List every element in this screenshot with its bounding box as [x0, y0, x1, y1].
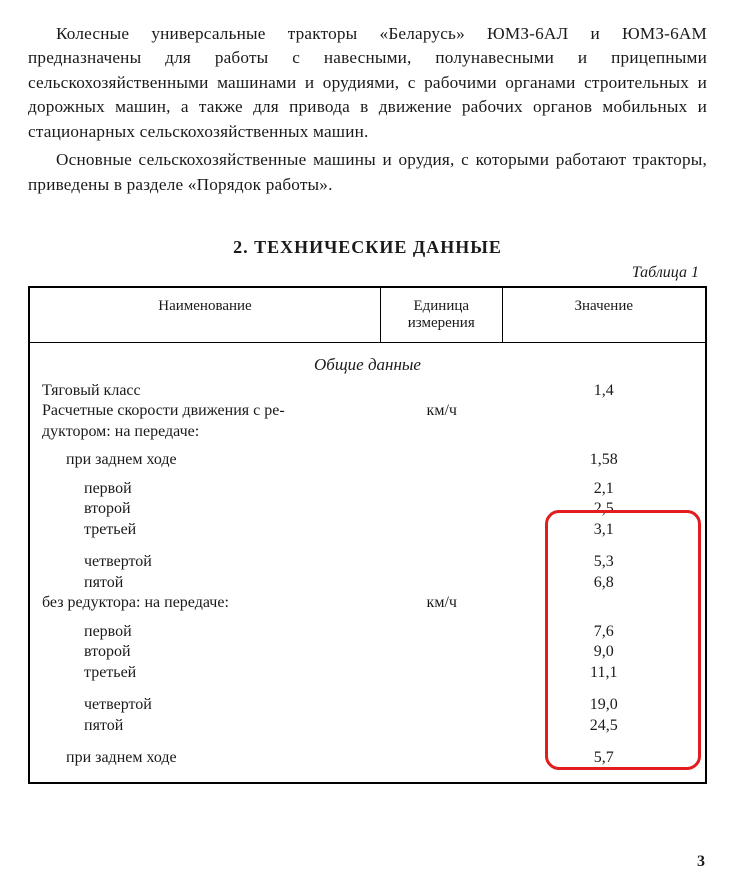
table-row: дуктором: на передаче:	[30, 422, 705, 442]
table-row: Расчетные скорости движения с ре- км/ч	[30, 401, 705, 421]
row-value: 19,0	[503, 695, 706, 715]
row-value: 6,8	[503, 573, 706, 593]
row-name: Расчетные скорости движения с ре-	[30, 401, 381, 421]
row-unit	[381, 663, 503, 683]
intro-paragraph-1: Колесные универсальные тракторы «Беларус…	[28, 22, 707, 144]
row-value: 9,0	[503, 642, 706, 662]
table-row: пятой 24,5	[30, 716, 705, 736]
intro-paragraph-1-text: Колесные универсальные тракторы «Беларус…	[28, 24, 707, 141]
table-row: второй 9,0	[30, 642, 705, 662]
row-unit	[381, 748, 503, 768]
table-row: первой 2,1	[30, 479, 705, 499]
table-header-value: Значение	[503, 288, 706, 342]
intro-paragraph-2-text: Основные сельскохозяйственные машины и о…	[28, 150, 707, 193]
row-unit: км/ч	[381, 401, 503, 421]
row-name: Тяговый класс	[30, 381, 381, 401]
section-title: 2. ТЕХНИЧЕСКИЕ ДАННЫЕ	[28, 237, 707, 258]
table-row: Тяговый класс 1,4	[30, 381, 705, 401]
table-row: третьей 3,1	[30, 520, 705, 540]
row-name: при заднем ходе	[30, 450, 381, 470]
row-unit	[381, 450, 503, 470]
row-name: четвертой	[30, 552, 381, 572]
table-caption: Таблица 1	[28, 264, 699, 282]
row-unit	[381, 622, 503, 642]
intro-paragraph-2: Основные сельскохозяйственные машины и о…	[28, 148, 707, 197]
row-value: 1,58	[503, 450, 706, 470]
row-name: при заднем ходе	[30, 748, 381, 768]
row-name: пятой	[30, 573, 381, 593]
row-value: 7,6	[503, 622, 706, 642]
table-row: четвертой 5,3	[30, 552, 705, 572]
row-value: 5,3	[503, 552, 706, 572]
row-value: 24,5	[503, 716, 706, 736]
table-row: при заднем ходе 5,7	[30, 748, 705, 768]
row-value: 2,5	[503, 499, 706, 519]
row-unit	[381, 520, 503, 540]
row-unit	[381, 381, 503, 401]
table-row: пятой 6,8	[30, 573, 705, 593]
row-unit	[381, 499, 503, 519]
table-row: без редуктора: на передаче: км/ч	[30, 593, 705, 613]
table-subheader: Общие данные	[30, 355, 705, 375]
row-name: третьей	[30, 663, 381, 683]
row-unit	[381, 716, 503, 736]
row-name: третьей	[30, 520, 381, 540]
row-name: первой	[30, 479, 381, 499]
row-name: дуктором: на передаче:	[30, 422, 381, 442]
row-name: без редуктора: на передаче:	[30, 593, 381, 613]
row-value	[503, 593, 706, 613]
row-unit: км/ч	[381, 593, 503, 613]
row-unit	[381, 479, 503, 499]
table-header-row: Наименование Единица измерения Значение	[30, 288, 705, 343]
table-row: первой 7,6	[30, 622, 705, 642]
table-body: Общие данные Тяговый класс 1,4 Расчетные…	[30, 343, 705, 783]
table-row: второй 2,5	[30, 499, 705, 519]
row-value: 1,4	[503, 381, 706, 401]
table-header-name: Наименование	[30, 288, 381, 342]
row-unit	[381, 695, 503, 715]
table-row: при заднем ходе 1,58	[30, 450, 705, 470]
row-unit	[381, 422, 503, 442]
row-value: 2,1	[503, 479, 706, 499]
row-name: первой	[30, 622, 381, 642]
row-name: пятой	[30, 716, 381, 736]
tech-data-table: Наименование Единица измерения Значение …	[28, 286, 707, 785]
row-value: 3,1	[503, 520, 706, 540]
row-value	[503, 422, 706, 442]
table-header-unit: Единица измерения	[381, 288, 503, 342]
row-unit	[381, 642, 503, 662]
row-unit	[381, 573, 503, 593]
row-value	[503, 401, 706, 421]
row-name: четвертой	[30, 695, 381, 715]
row-name: второй	[30, 642, 381, 662]
table-row: третьей 11,1	[30, 663, 705, 683]
row-unit	[381, 552, 503, 572]
row-value: 5,7	[503, 748, 706, 768]
row-name: второй	[30, 499, 381, 519]
page-number: 3	[697, 853, 705, 871]
table-row: четвертой 19,0	[30, 695, 705, 715]
row-value: 11,1	[503, 663, 706, 683]
